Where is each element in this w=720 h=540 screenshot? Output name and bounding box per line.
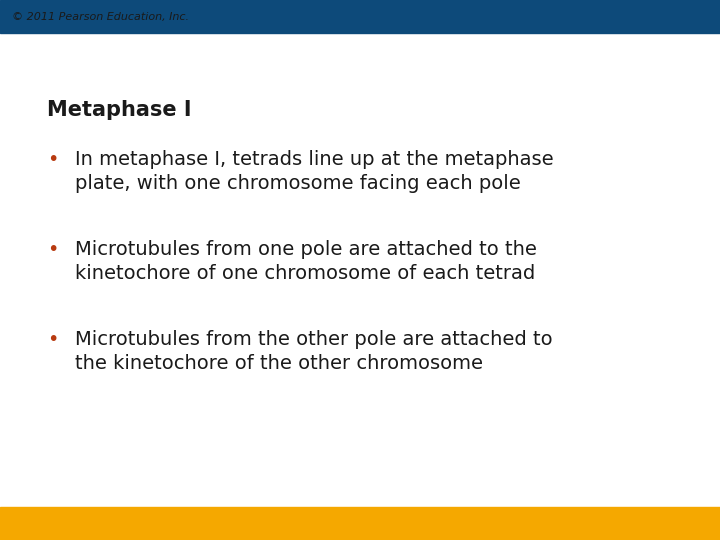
Bar	[0, 507, 720, 540]
Text: Metaphase I: Metaphase I	[47, 100, 192, 120]
Text: © 2011 Pearson Education, Inc.: © 2011 Pearson Education, Inc.	[12, 12, 189, 22]
Text: •: •	[47, 150, 58, 169]
Text: Microtubules from one pole are attached to the
kinetochore of one chromosome of : Microtubules from one pole are attached …	[75, 240, 537, 284]
Bar	[0, 0, 720, 33]
Text: •: •	[47, 330, 58, 349]
Text: In metaphase I, tetrads line up at the metaphase
plate, with one chromosome faci: In metaphase I, tetrads line up at the m…	[75, 150, 554, 193]
Text: •: •	[47, 240, 58, 259]
Text: Microtubules from the other pole are attached to
the kinetochore of the other ch: Microtubules from the other pole are att…	[75, 330, 553, 373]
